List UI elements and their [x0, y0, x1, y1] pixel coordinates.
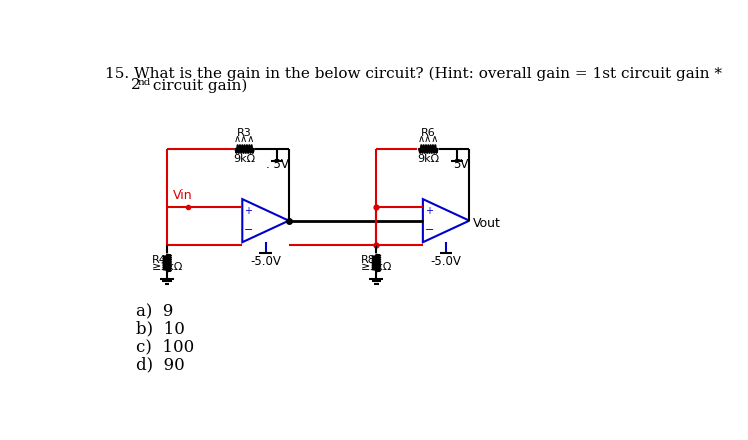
- Text: -5.0V: -5.0V: [250, 254, 281, 268]
- Text: ∧∧∧: ∧∧∧: [417, 135, 439, 144]
- Text: c)  100: c) 100: [136, 338, 194, 356]
- Text: ≥1kΩ: ≥1kΩ: [152, 262, 183, 272]
- Text: circuit gain): circuit gain): [148, 78, 247, 92]
- Text: Vin: Vin: [174, 189, 193, 202]
- Text: 5V: 5V: [453, 158, 468, 171]
- Text: −: −: [244, 225, 253, 235]
- Text: ∧∧∧: ∧∧∧: [234, 135, 255, 144]
- Text: 15. What is the gain in the below circuit? (Hint: overall gain = 1st circuit gai: 15. What is the gain in the below circui…: [105, 66, 722, 81]
- Text: 2: 2: [131, 78, 141, 92]
- Text: 9kΩ: 9kΩ: [233, 154, 256, 165]
- Text: d)  90: d) 90: [136, 356, 185, 373]
- Text: Vout: Vout: [473, 217, 501, 230]
- Text: b)  10: b) 10: [136, 321, 185, 338]
- Text: R6: R6: [421, 128, 435, 138]
- Text: nd: nd: [138, 78, 151, 87]
- Text: R3: R3: [237, 128, 252, 138]
- Text: −: −: [424, 225, 434, 235]
- Text: R8: R8: [361, 254, 375, 264]
- Text: a)  9: a) 9: [136, 303, 174, 320]
- Text: +: +: [425, 206, 433, 216]
- Text: +: +: [245, 206, 253, 216]
- Text: 9kΩ: 9kΩ: [417, 154, 439, 165]
- Text: . 5V: . 5V: [266, 158, 289, 171]
- Text: -5.0V: -5.0V: [431, 254, 462, 268]
- Text: R4: R4: [152, 254, 167, 264]
- Text: ≥1kΩ: ≥1kΩ: [361, 262, 392, 272]
